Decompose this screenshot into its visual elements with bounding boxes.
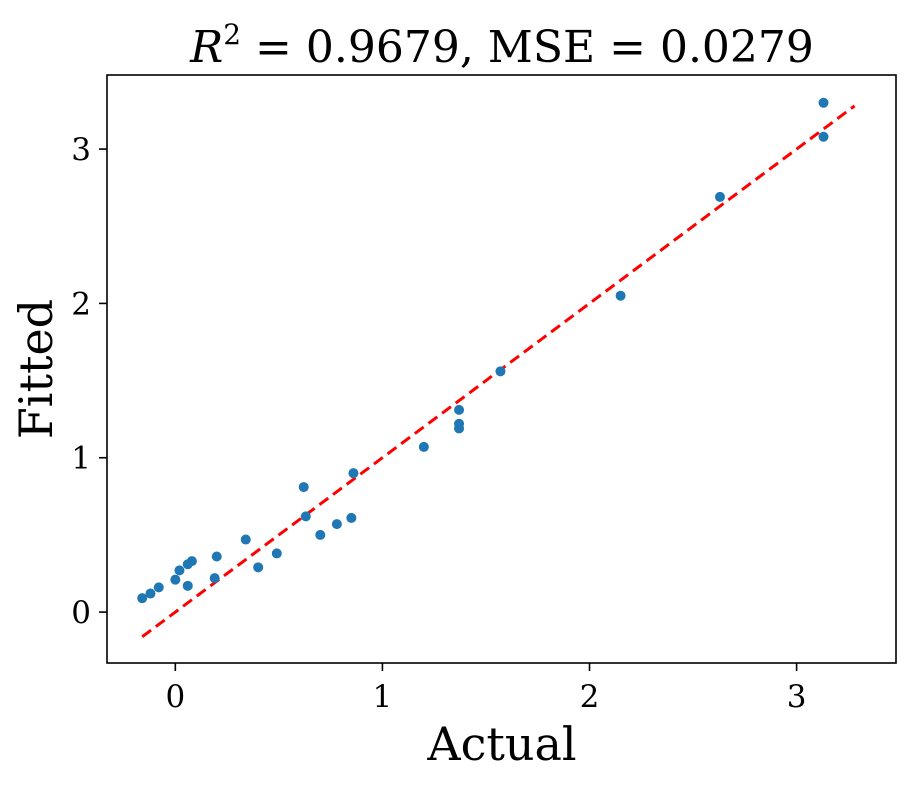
scatter-point-2 xyxy=(153,582,164,593)
scatter-point-8 xyxy=(209,573,220,584)
y-tick-label-1: 1 xyxy=(71,441,91,477)
title-rest: = 0.9679, MSE = 0.0279 xyxy=(241,22,814,73)
plot-frame xyxy=(106,74,897,664)
y-tick-label-2: 2 xyxy=(71,286,91,322)
y-tick-label-0: 0 xyxy=(71,595,91,631)
scatter-points-layer xyxy=(137,97,829,604)
scatter-point-14 xyxy=(300,511,311,522)
title-superscript: 2 xyxy=(223,18,241,51)
x-tick-label-1: 1 xyxy=(373,679,393,715)
y-axis-label: Fitted xyxy=(9,299,63,439)
scatter-point-9 xyxy=(211,551,222,562)
y-axis-ticks: 0 1 2 3 xyxy=(71,132,107,631)
chart-title: R2 = 0.9679, MSE = 0.0279 xyxy=(189,18,814,73)
title-r: R xyxy=(189,22,223,73)
scatter-point-23 xyxy=(495,366,506,377)
x-tick-label-2: 2 xyxy=(580,679,600,715)
scatter-point-25 xyxy=(714,191,725,202)
scatter-point-17 xyxy=(346,512,357,523)
y-tick-label-3: 3 xyxy=(71,132,91,168)
x-tick-label-0: 0 xyxy=(165,679,185,715)
scatter-point-12 xyxy=(271,548,282,559)
scatter-point-3 xyxy=(170,574,181,585)
scatter-point-6 xyxy=(186,556,197,567)
scatter-point-24 xyxy=(615,290,626,301)
scatter-point-27 xyxy=(818,97,829,108)
scatter-point-10 xyxy=(240,534,251,545)
scatter-point-7 xyxy=(182,580,193,591)
x-axis-label: Actual xyxy=(426,717,576,771)
scatter-point-21 xyxy=(454,418,465,429)
x-axis-ticks: 0 1 2 3 xyxy=(165,663,806,715)
scatter-point-16 xyxy=(331,519,342,530)
scatter-point-13 xyxy=(298,482,309,493)
scatter-point-0 xyxy=(137,593,148,604)
scatter-point-4 xyxy=(174,565,185,576)
scatter-point-11 xyxy=(253,562,264,573)
x-tick-label-3: 3 xyxy=(787,679,807,715)
scatter-point-1 xyxy=(145,588,156,599)
scatter-point-19 xyxy=(418,441,429,452)
scatter-point-15 xyxy=(315,529,326,540)
scatter-point-26 xyxy=(818,131,829,142)
scatter-point-18 xyxy=(348,468,359,479)
scatter-point-22 xyxy=(454,404,465,415)
